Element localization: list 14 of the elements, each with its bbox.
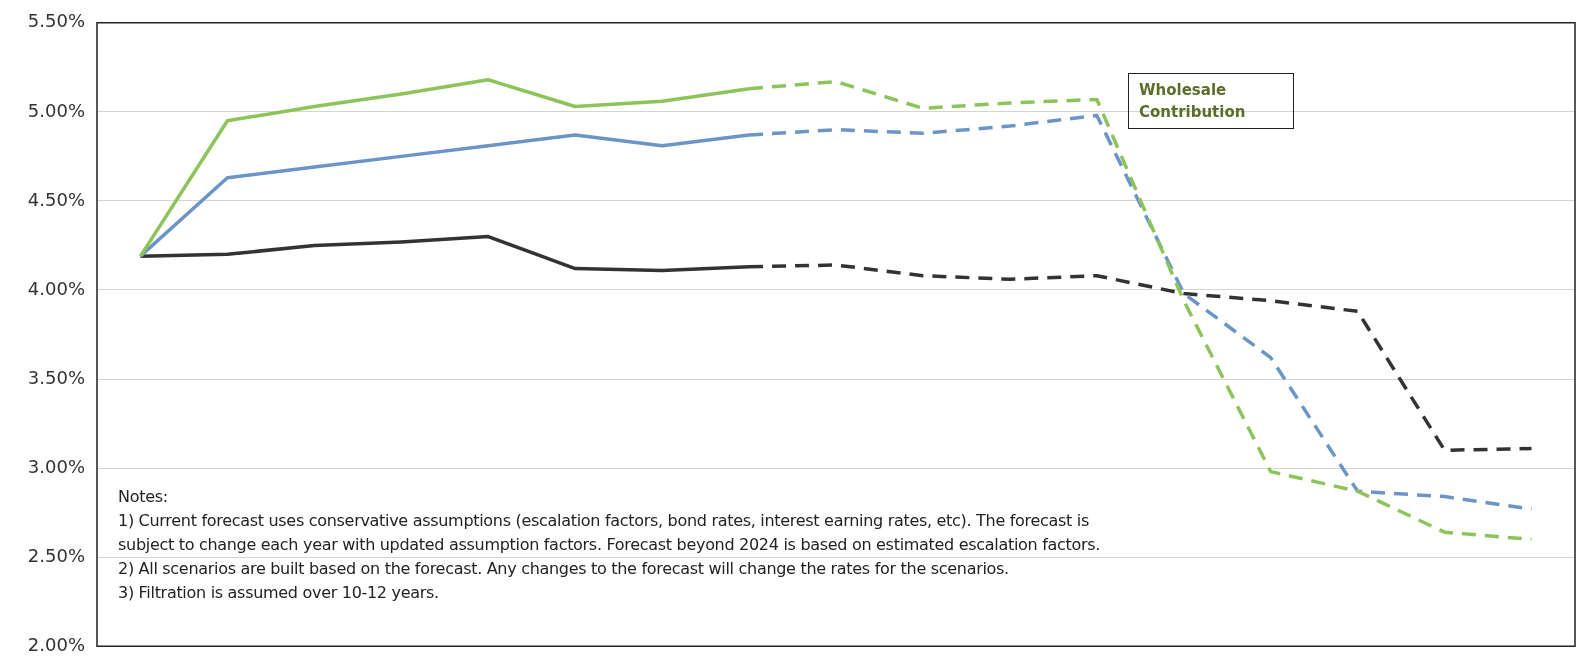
- y-tick-label: 4.50%: [27, 188, 85, 210]
- annotation: 2) All scenarios are built based on the forecast. Any changes to the forecast will change the rates for the scenarios.: [118, 558, 1010, 580]
- y-tick-label: 2.50%: [27, 544, 85, 566]
- y-tick-label: 5.50%: [27, 10, 85, 32]
- annotation: subject to change each year with updated assumption factors. Forecast beyond 2024 is based on estimated escalation factors.: [118, 534, 1101, 556]
- y-tick-label: 2.00%: [27, 633, 85, 655]
- y-tick-label: 3.50%: [27, 366, 85, 388]
- annotation: 3) Filtration is assumed over 10-12 years.: [118, 582, 440, 604]
- y-tick-label: 5.00%: [27, 99, 85, 121]
- y-tick-label: 4.00%: [27, 277, 85, 299]
- y-tick-label: 3.00%: [27, 455, 85, 477]
- annotation: 1) Current forecast uses conservative assumptions (escalation factors, bond rates, interest earning rates, etc). The forecast is: [118, 510, 1090, 532]
- annotation: Notes:: [118, 486, 169, 508]
- label-frame: Wholesale Contribution: [1128, 73, 1294, 129]
